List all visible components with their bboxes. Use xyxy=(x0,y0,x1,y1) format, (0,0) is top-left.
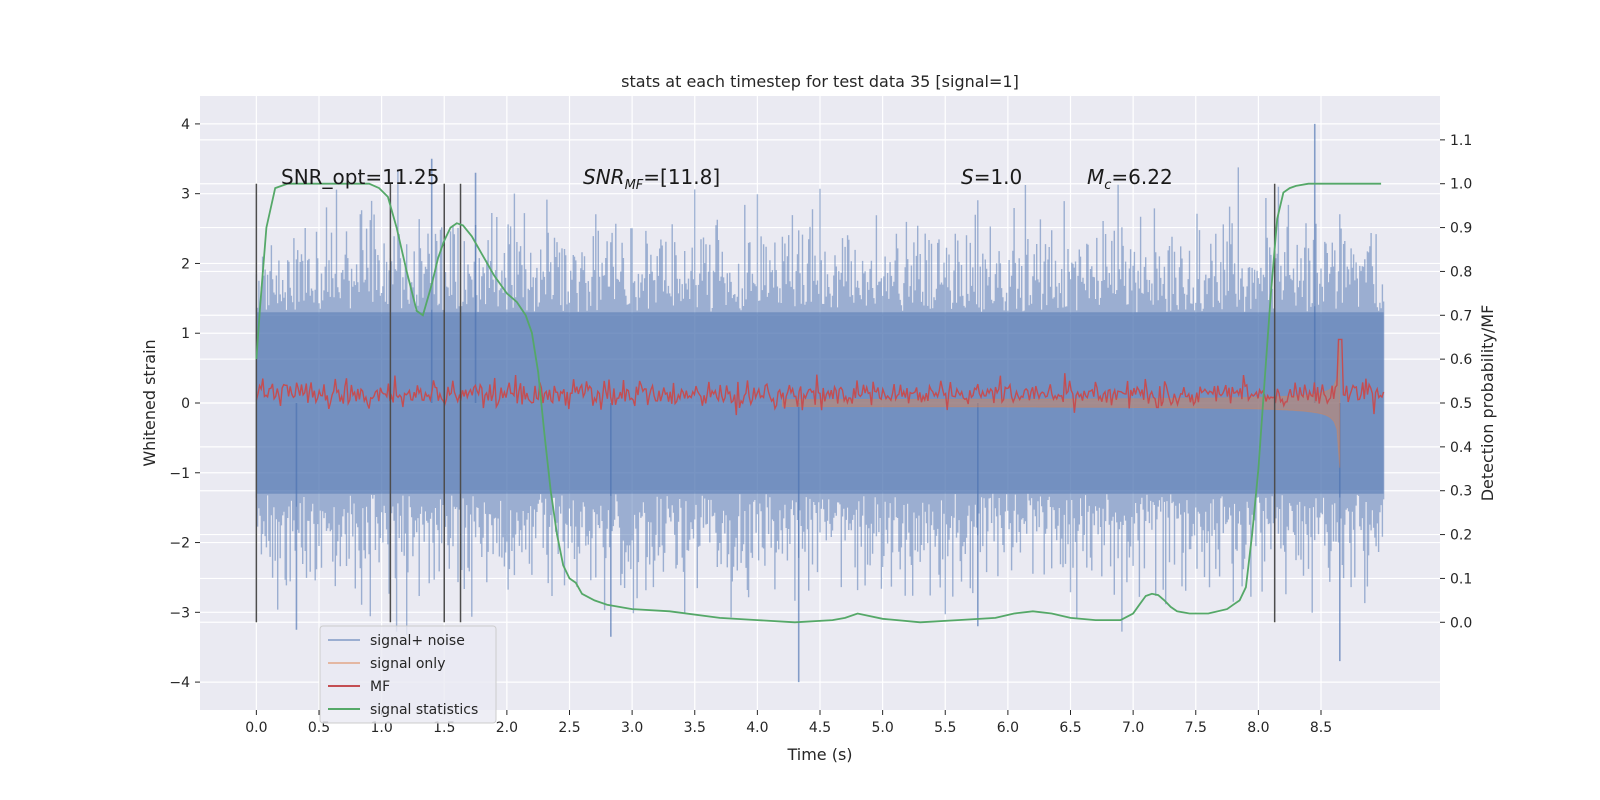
annotation-snr-mf-base: SNR xyxy=(583,165,625,189)
annotation-mc-value: =6.22 xyxy=(1111,165,1172,189)
x-tick-label: 8.0 xyxy=(1247,720,1269,736)
y2-tick-label: 0.0 xyxy=(1450,615,1472,631)
tick-labels: 0.0 0.5 1.0 1.5 2.0 2.5 3.0 3.5 4.0 4.5 5.0 5.5 6.0 6… xyxy=(169,117,1472,736)
y-tick-label: 0 xyxy=(181,396,190,412)
annotation-snr-mf-value: =[11.8] xyxy=(643,165,720,189)
series-signal-statistics xyxy=(255,182,1382,624)
y-tick-label: 3 xyxy=(181,187,190,203)
x-tick-label: 4.5 xyxy=(809,720,831,736)
y2-tick-label: 0.8 xyxy=(1450,264,1472,280)
x-tick-label: 3.0 xyxy=(621,720,643,736)
y2-tick-label: 0.7 xyxy=(1450,308,1472,324)
legend-box xyxy=(319,625,497,724)
x-tick-label: 6.5 xyxy=(1059,720,1081,736)
y-tick-label: 1 xyxy=(181,326,190,342)
y-tick-label: 2 xyxy=(181,256,190,272)
x-tick-label: 8.5 xyxy=(1310,720,1332,736)
x-tick-label: 6.0 xyxy=(997,720,1019,736)
chart-title: stats at each timestep for test data 35 … xyxy=(621,72,1019,91)
y2-tick-label: 1.1 xyxy=(1450,133,1472,149)
y2-axis-label: Detection probability/MF xyxy=(1478,305,1497,502)
annotation-s-value: =1.0 xyxy=(974,165,1023,189)
legend-label-signal-statistics: signal statistics xyxy=(370,702,478,718)
x-tick-label: 0.5 xyxy=(308,720,330,736)
y-tick-label: −3 xyxy=(169,605,190,621)
x-tick-label: 5.0 xyxy=(871,720,893,736)
y2-tick-label: 0.1 xyxy=(1450,571,1472,587)
y-axis-label: Whitened strain xyxy=(140,339,159,466)
legend: signal+ noise signal only MF signal stat… xyxy=(319,625,497,724)
y-tick-label: 4 xyxy=(181,117,190,133)
y2-tick-label: 0.3 xyxy=(1450,484,1472,500)
y-tick-label: −4 xyxy=(169,675,190,691)
x-tick-label: 7.0 xyxy=(1122,720,1144,736)
x-tick-label: 1.0 xyxy=(370,720,392,736)
y2-tick-label: 1.0 xyxy=(1450,177,1472,193)
x-tick-label: 7.5 xyxy=(1185,720,1207,736)
annotation-mc-var: M xyxy=(1087,165,1104,189)
signal-statistics-line xyxy=(255,182,1382,624)
x-tick-label: 2.5 xyxy=(558,720,580,736)
x-tick-label: 3.5 xyxy=(684,720,706,736)
annotation-mc: Mc=6.22 xyxy=(1087,165,1173,193)
x-tick-label: 1.5 xyxy=(433,720,455,736)
annotation-mc-sub: c xyxy=(1104,178,1111,193)
x-tick-label: 5.5 xyxy=(934,720,956,736)
x-axis-label: Time (s) xyxy=(786,745,852,764)
x-tick-label: 2.0 xyxy=(496,720,518,736)
legend-label-mf: MF xyxy=(370,679,390,695)
annotation-snr-opt: SNR_opt=11.25 xyxy=(281,165,439,189)
annotation-snr-mf: SNRMF=[11.8] xyxy=(583,165,720,193)
annotation-s: S=1.0 xyxy=(961,165,1022,189)
legend-label-signal-noise: signal+ noise xyxy=(370,633,465,649)
y-tick-label: −2 xyxy=(169,536,190,552)
legend-label-signal-only: signal only xyxy=(370,656,445,672)
annotation-snr-mf-sub: MF xyxy=(625,178,644,193)
annotation-s-var: S xyxy=(961,165,974,189)
x-tick-label: 0.0 xyxy=(245,720,267,736)
x-tick-label: 4.0 xyxy=(746,720,768,736)
y2-tick-label: 0.5 xyxy=(1450,396,1472,412)
y-tick-label: −1 xyxy=(169,466,190,482)
y2-tick-label: 0.6 xyxy=(1450,352,1472,368)
y2-tick-label: 0.4 xyxy=(1450,440,1472,456)
y2-tick-label: 0.9 xyxy=(1450,221,1472,237)
event-markers xyxy=(255,183,1276,623)
y2-tick-label: 0.2 xyxy=(1450,528,1472,544)
